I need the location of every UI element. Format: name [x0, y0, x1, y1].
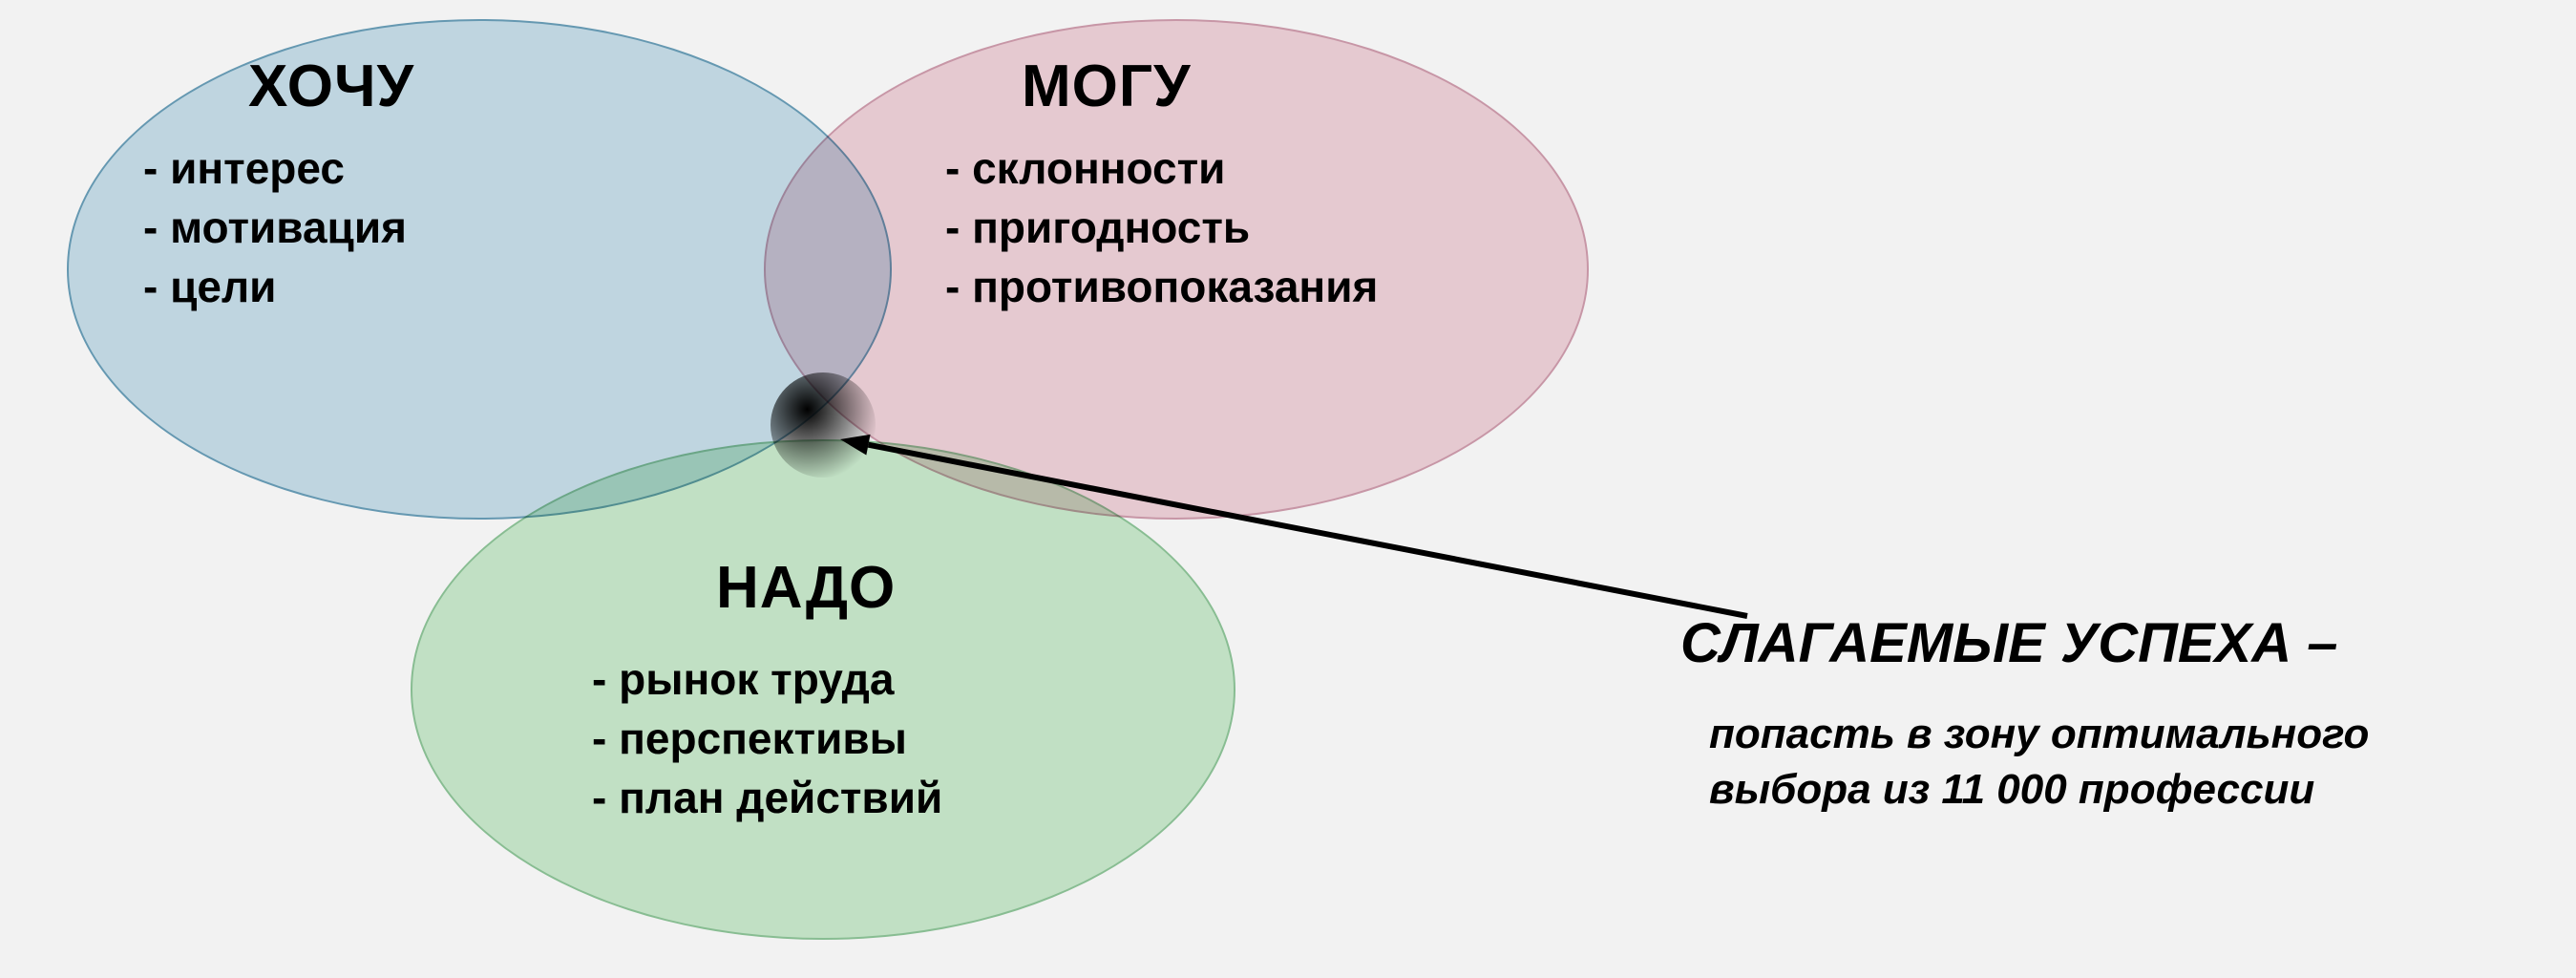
venn-diagram: ХОЧУ - интерес - мотивация - цели МОГУ - ск…	[0, 0, 2576, 978]
items-can: - склонности - пригодность - противопока…	[945, 138, 1378, 316]
items-need: - рынок труда - перспективы - план дейст…	[592, 649, 942, 827]
callout-subtitle: попасть в зону оптимального выбора из 11…	[1709, 707, 2369, 818]
title-can: МОГУ	[1022, 53, 1192, 120]
title-want: ХОЧУ	[248, 53, 414, 120]
callout-title: СЛАГАЕМЫЕ УСПЕХА –	[1680, 611, 2337, 675]
items-want: - интерес - мотивация - цели	[143, 138, 407, 316]
title-need: НАДО	[716, 554, 896, 622]
